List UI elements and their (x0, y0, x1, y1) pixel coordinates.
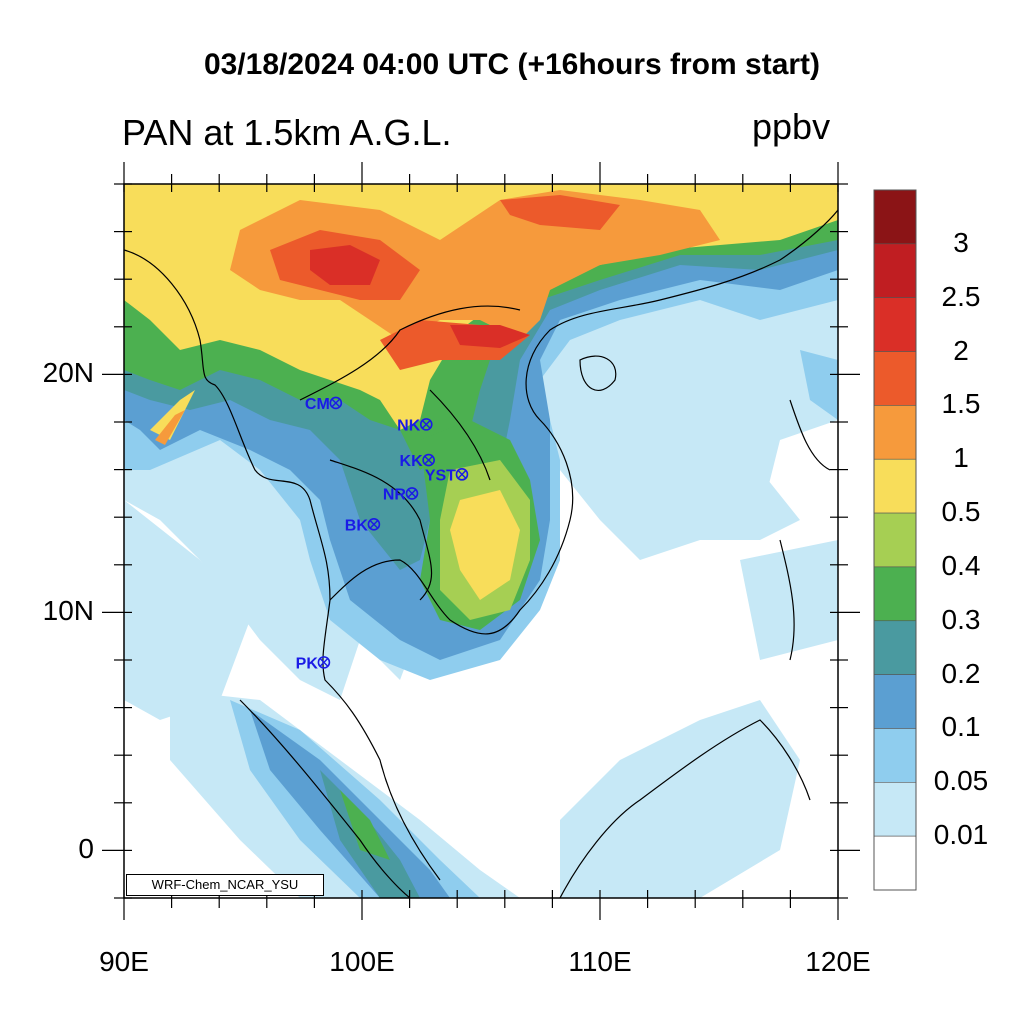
lon-tick-label: 110E (568, 946, 632, 977)
station-cross (457, 469, 467, 479)
station-label: PK (296, 655, 319, 672)
station-label: KK (400, 453, 424, 470)
station-symbol (317, 656, 331, 669)
map-frame (123, 183, 839, 899)
colorbar-swatch (873, 782, 917, 837)
colorbar-level-label: 0.3 (941, 603, 981, 635)
colorbar-swatch (873, 458, 917, 514)
station-label: BK (345, 517, 369, 534)
lat-tick-label: 0 (78, 833, 94, 865)
colorbar-swatch (873, 351, 917, 406)
colorbar-swatch (873, 297, 917, 352)
lat-tick-label: 10N (42, 595, 94, 627)
colorbar-level-label: 0.5 (941, 496, 981, 528)
lat-tick-label: 20N (42, 357, 94, 389)
colorbar-swatch (873, 620, 917, 675)
units-title: ppbv (752, 106, 831, 147)
colorbar-swatch (873, 566, 917, 622)
station-marker: BK (345, 517, 381, 534)
station-cross (421, 419, 431, 429)
colorbar-swatch (873, 512, 917, 568)
colorbar-level-label: 0.2 (941, 657, 981, 689)
colorbar-level-label: 2.5 (941, 280, 981, 312)
colorbar-level-label: 0.4 (941, 549, 981, 581)
colorbar-frame (873, 189, 917, 891)
station-symbol (329, 396, 343, 410)
colorbar-swatch (873, 189, 917, 245)
pan-field (124, 184, 838, 898)
station-cross (407, 488, 417, 498)
station-label: NK (397, 417, 421, 434)
colorbar (873, 189, 917, 891)
lon-tick-label: 90E (99, 946, 149, 977)
colorbar-swatch (873, 728, 917, 783)
axis-ticks (102, 162, 860, 920)
station-symbol (455, 468, 469, 481)
station-marker: PK (296, 655, 331, 672)
station-cross (331, 398, 341, 408)
station-label: CM (305, 396, 330, 413)
station-cross (369, 519, 379, 529)
colorbar-level-label: 2 (953, 334, 969, 366)
station-label: YST (425, 467, 456, 484)
colorbar-swatch (873, 674, 917, 729)
station-symbol (405, 487, 419, 500)
colorbar-level-label: 1.5 (941, 388, 981, 420)
model-credit: WRF-Chem_NCAR_YSU (126, 874, 324, 896)
station-marker: NR (383, 486, 419, 503)
station-marker: CM (305, 396, 343, 413)
station-label: NR (383, 486, 407, 503)
station-symbol (367, 518, 381, 531)
colorbar-level-label: 0.05 (933, 765, 989, 797)
lon-tick-label: 100E (329, 946, 395, 977)
variable-title: PAN at 1.5km A.G.L. (122, 112, 452, 153)
station-marker: KK (400, 453, 435, 470)
station-symbol (422, 453, 435, 467)
colorbar-level-label: 3 (953, 226, 969, 258)
station-cross (424, 455, 434, 465)
lon-tick-label: 120E (805, 946, 871, 977)
station-marker: YST (425, 467, 469, 484)
main-title: 03/18/2024 04:00 UTC (+16hours from star… (203, 48, 821, 81)
colorbar-swatch (873, 835, 917, 891)
station-marker: NK (397, 417, 433, 434)
colorbar-swatch (873, 243, 917, 298)
colorbar-level-label: 0.01 (933, 819, 989, 851)
colorbar-swatch (873, 405, 917, 460)
station-symbol (419, 418, 433, 431)
station-cross (319, 657, 329, 667)
colorbar-level-label: 1 (953, 442, 969, 474)
coastlines (124, 209, 838, 898)
colorbar-level-label: 0.1 (941, 711, 981, 743)
